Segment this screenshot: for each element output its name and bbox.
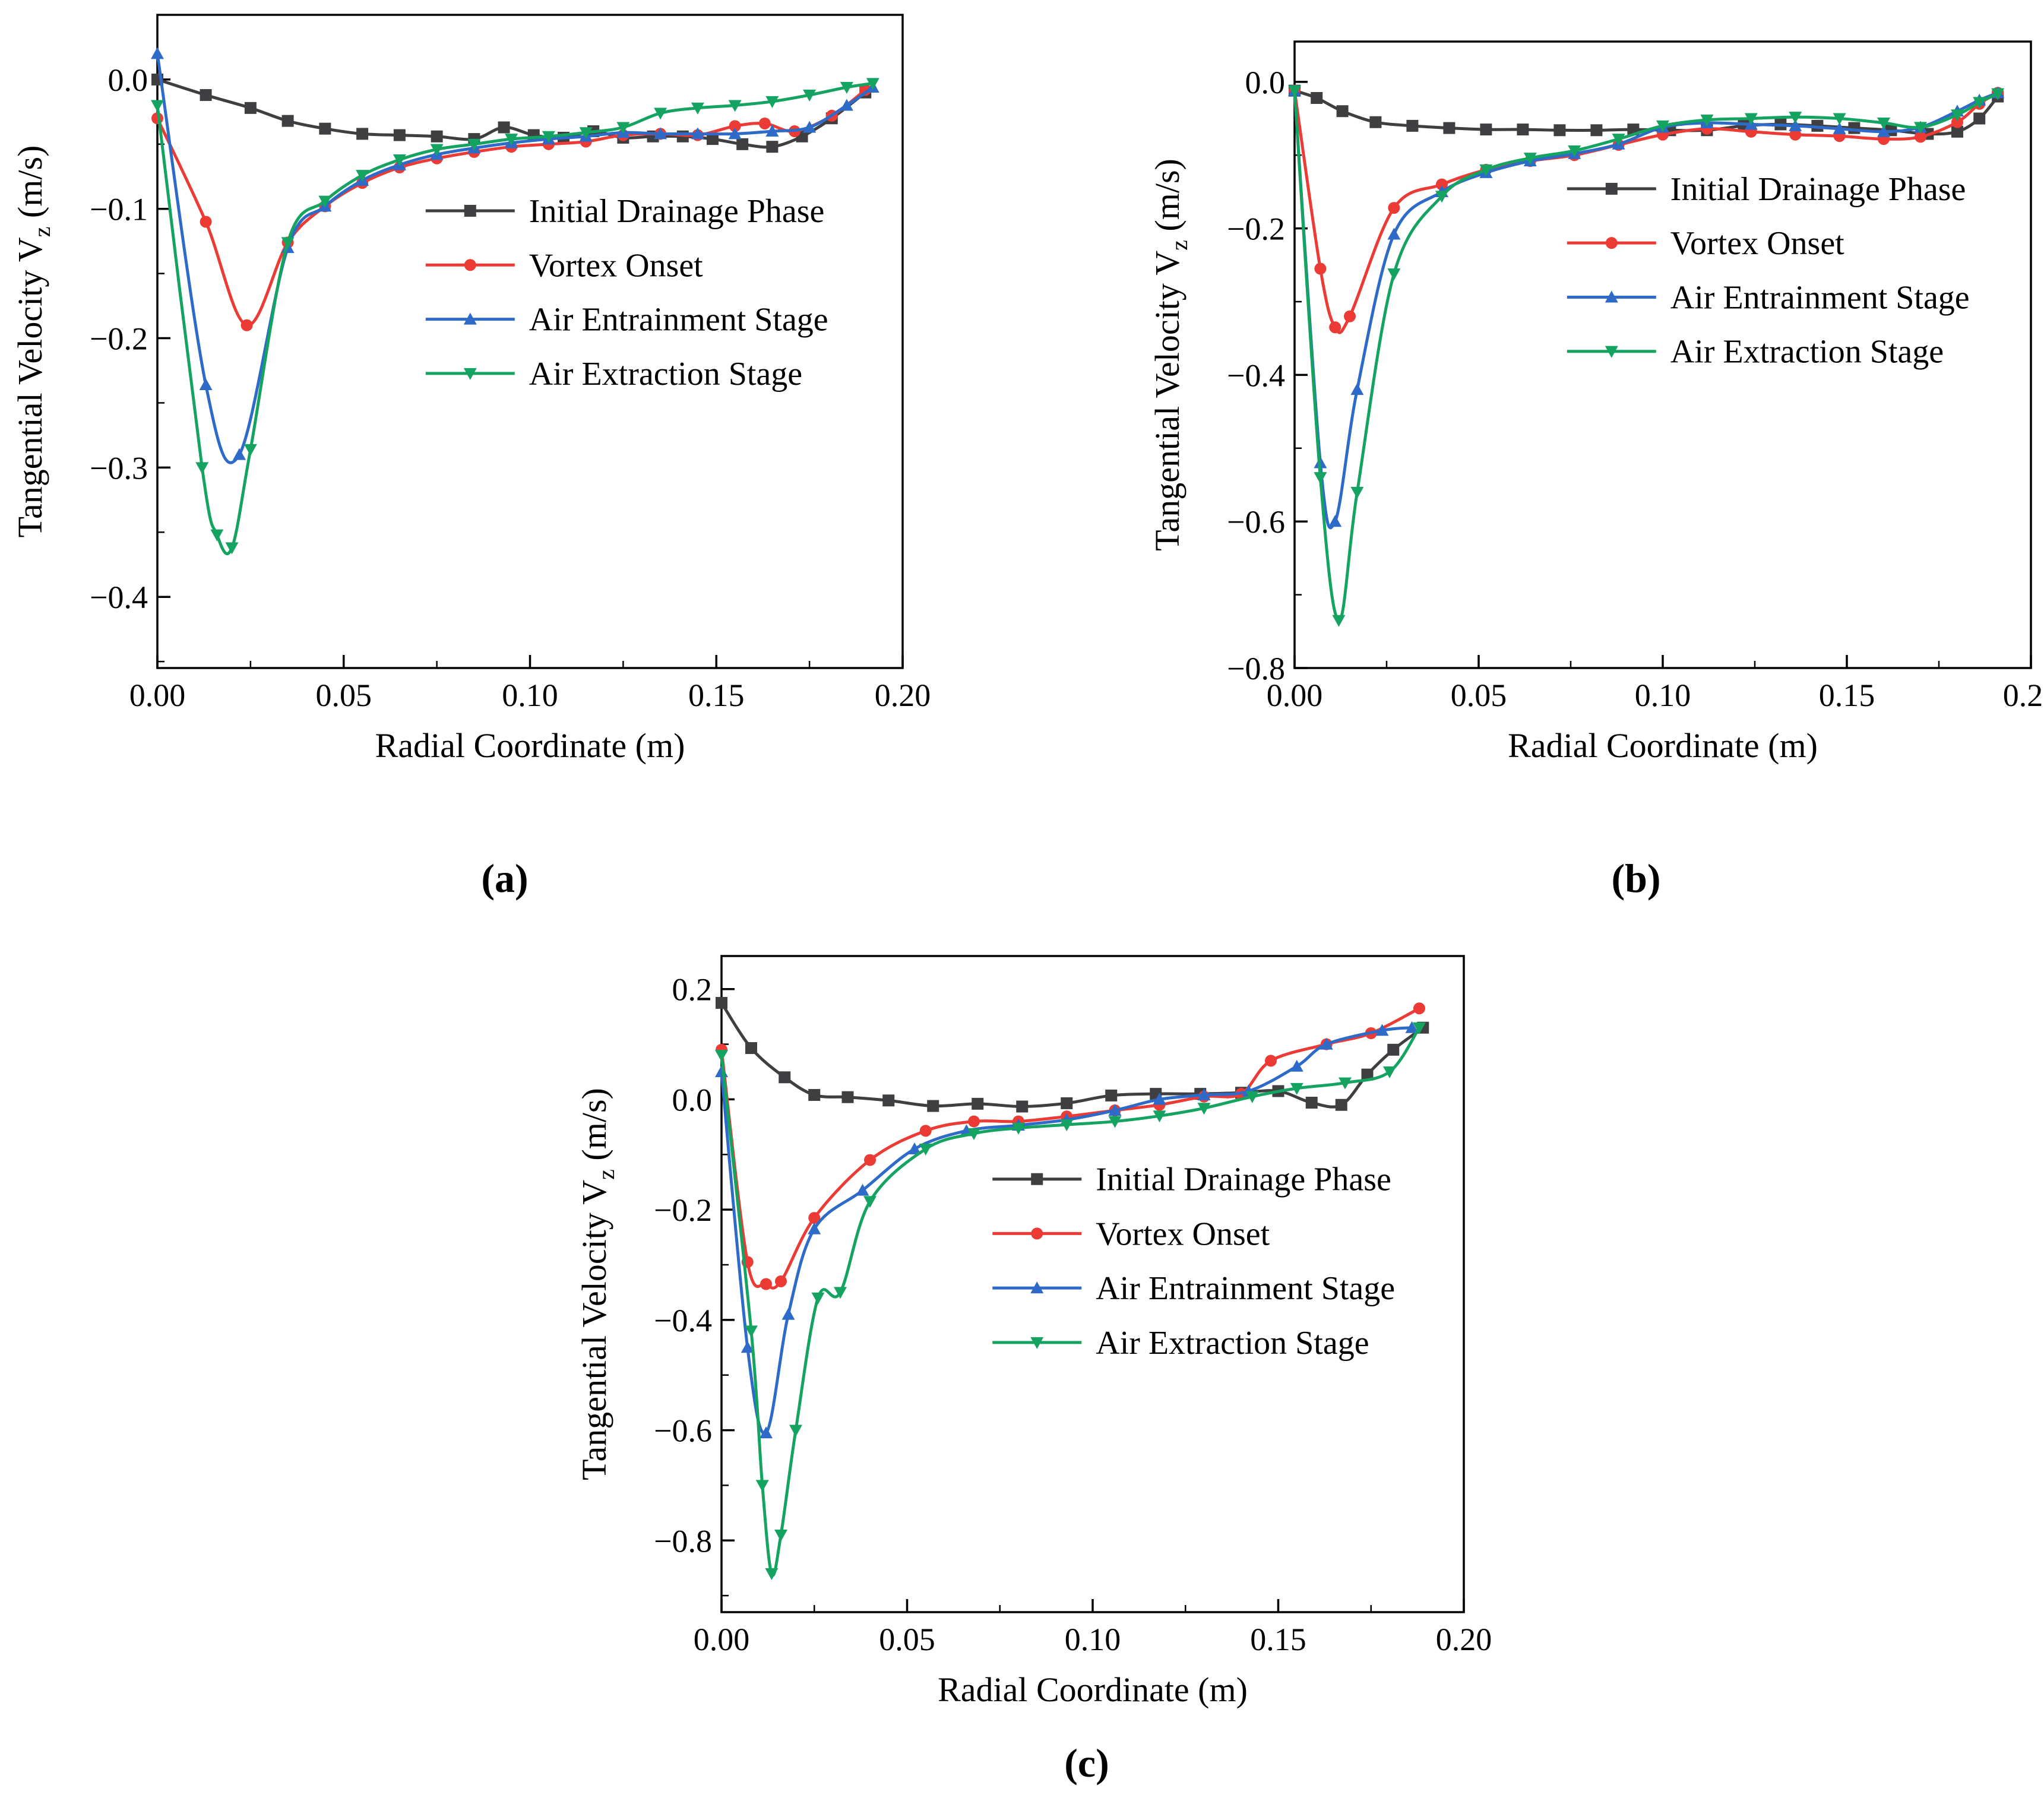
legend-item: Air Entrainment Stage <box>992 1270 1395 1307</box>
legend-label: Air Extraction Stage <box>1096 1325 1369 1362</box>
y-tick-label: −0.4 <box>1227 357 1285 393</box>
legend-label: Vortex Onset <box>1096 1215 1270 1252</box>
legend-label: Initial Drainage Phase <box>1096 1161 1391 1198</box>
x-tick-label: 0.15 <box>1819 678 1875 713</box>
y-tick-label: −0.6 <box>1227 504 1285 540</box>
legend-label: Initial Drainage Phase <box>529 193 825 230</box>
legend-item: Air Extraction Stage <box>425 356 802 392</box>
x-tick-label: 0.10 <box>1635 678 1691 713</box>
y-tick-label: 0.0 <box>108 62 148 98</box>
y-tick-label: −0.8 <box>1227 651 1285 686</box>
x-tick-label: 0.10 <box>1065 1622 1121 1657</box>
series-air-extraction-stage <box>151 78 879 555</box>
legend-label: Air Entrainment Stage <box>1670 279 1970 316</box>
x-tick-label: 0.00 <box>129 678 186 713</box>
legend-label: Air Extraction Stage <box>529 356 802 392</box>
legend: Initial Drainage Phase Vortex Onset Air En… <box>425 193 828 392</box>
x-axis-title: Radial Coordinate (m) <box>1508 726 1818 765</box>
legend: Initial Drainage Phase Vortex Onset Air En… <box>1567 171 1970 371</box>
x-tick-label: 0.05 <box>316 678 372 713</box>
y-tick-label: −0.8 <box>654 1523 712 1559</box>
y-axis-title: Tangential Velocity Vz (m/s) <box>1148 159 1192 551</box>
chart-c-tangential-velocity: 0.00 0.05 0.10 0.15 0.20 0.2 0.0 −0.2 −0.4 −0.6 −0… <box>575 955 1492 1709</box>
legend-label: Initial Drainage Phase <box>1670 171 1966 208</box>
legend: Initial Drainage Phase Vortex Onset Air En… <box>992 1161 1395 1362</box>
legend-item: Air Extraction Stage <box>1567 334 1944 371</box>
y-tick-label: 0.0 <box>672 1082 713 1118</box>
chart-a-tangential-velocity: 0.00 0.05 0.10 0.15 0.20 0.0 −0.1 −0.2 −0.3 −0.4 R… <box>11 14 931 765</box>
series-air-extraction-stage <box>715 1022 1426 1580</box>
x-tick-label: 0.15 <box>1250 1622 1306 1657</box>
y-tick-label: 0.0 <box>1245 65 1286 100</box>
y-axis-title: Tangential Velocity Vz (m/s) <box>11 145 55 538</box>
legend-item: Initial Drainage Phase <box>1567 171 1966 208</box>
legend-item: Air Entrainment Stage <box>425 302 828 338</box>
x-tick-label: 0.10 <box>502 678 558 713</box>
series-initial-drainage-phase <box>716 996 1429 1113</box>
legend-label: Air Extraction Stage <box>1670 334 1944 371</box>
axes: 0.00 0.05 0.10 0.15 0.20 0.0 −0.1 −0.2 −0.3 −0.4 <box>90 14 931 713</box>
series-vortex-onset <box>716 1002 1425 1290</box>
series-air-entrainment-stage <box>715 1021 1419 1439</box>
series-air-extraction-stage <box>1288 85 2005 627</box>
x-tick-label: 0.15 <box>688 678 745 713</box>
x-tick-label: 0.20 <box>2003 678 2044 713</box>
x-tick-label: 0.20 <box>875 678 931 713</box>
caption-a: (a) <box>481 856 529 901</box>
legend-item: Initial Drainage Phase <box>425 193 825 230</box>
y-tick-label: −0.4 <box>90 580 148 615</box>
axes: 0.00 0.05 0.10 0.15 0.20 0.2 0.0 −0.2 −0.4 −0.6 −0… <box>654 955 1492 1657</box>
x-tick-label: 0.05 <box>879 1622 935 1657</box>
x-tick-label: 0.00 <box>694 1622 750 1657</box>
legend-label: Vortex Onset <box>1670 225 1844 262</box>
x-axis-title: Radial Coordinate (m) <box>375 726 685 765</box>
y-tick-label: 0.2 <box>672 972 713 1008</box>
x-axis-title: Radial Coordinate (m) <box>938 1670 1248 1709</box>
chart-b-tangential-velocity: 0.00 0.05 0.10 0.15 0.20 0.0 −0.2 −0.4 −0.6 −0.8 R… <box>1148 40 2044 765</box>
axes: 0.00 0.05 0.10 0.15 0.20 0.0 −0.2 −0.4 −0.6 −0.8 <box>1227 40 2044 713</box>
y-tick-label: −0.1 <box>90 192 148 227</box>
legend-label: Air Entrainment Stage <box>529 302 828 338</box>
caption-b: (b) <box>1611 856 1661 901</box>
legend-label: Vortex Onset <box>529 247 703 284</box>
y-tick-label: −0.2 <box>654 1192 712 1228</box>
y-tick-label: −0.6 <box>654 1413 712 1449</box>
legend-item: Vortex Onset <box>425 247 703 284</box>
y-tick-label: −0.2 <box>1227 211 1285 247</box>
legend-item: Vortex Onset <box>1567 225 1844 262</box>
y-tick-label: −0.4 <box>654 1303 712 1338</box>
legend-item: Air Entrainment Stage <box>1567 279 1970 316</box>
legend-item: Initial Drainage Phase <box>992 1161 1391 1198</box>
y-tick-label: −0.3 <box>90 450 148 486</box>
x-tick-label: 0.05 <box>1451 678 1507 713</box>
legend-item: Vortex Onset <box>992 1215 1270 1252</box>
legend-label: Air Entrainment Stage <box>1096 1270 1395 1307</box>
y-axis-title: Tangential Velocity Vz (m/s) <box>575 1088 619 1480</box>
caption-c: (c) <box>1064 1740 1109 1786</box>
legend-item: Air Extraction Stage <box>992 1325 1369 1362</box>
x-tick-label: 0.00 <box>1267 678 1323 713</box>
x-tick-label: 0.20 <box>1436 1622 1492 1657</box>
y-tick-label: −0.2 <box>90 321 148 357</box>
